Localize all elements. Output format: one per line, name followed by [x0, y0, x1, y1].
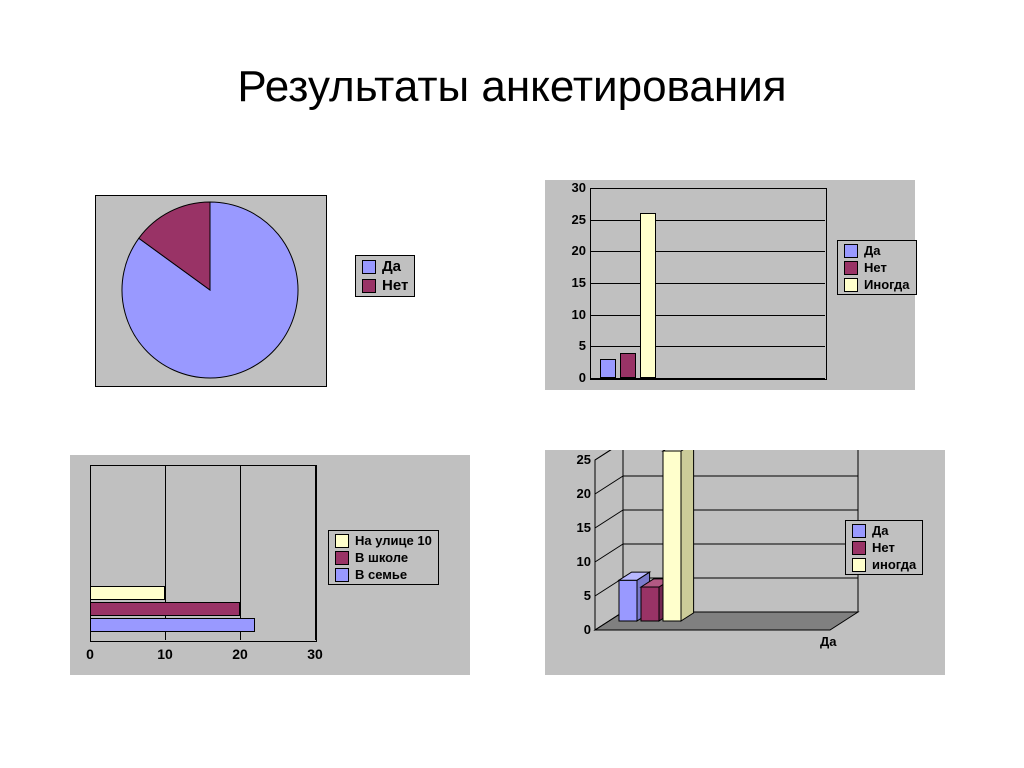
hbar-bar [90, 618, 255, 632]
x-tick-label: 30 [305, 646, 325, 662]
legend-item: Да [852, 523, 916, 538]
y-tick-label: 10 [560, 307, 586, 322]
legend-swatch [362, 279, 376, 293]
hbar-panel: 0 10 20 30 На улице 10 В школе В семье [70, 455, 470, 675]
y-tick-label: 0 [563, 622, 591, 637]
legend-label: Нет [382, 277, 408, 294]
legend-swatch [362, 260, 376, 274]
legend-label: Иногда [864, 277, 910, 292]
y-tick-label: 10 [563, 554, 591, 569]
column-bar [640, 213, 656, 378]
bar3d-side [681, 450, 694, 621]
column-bar [600, 359, 616, 378]
gridline [590, 188, 825, 189]
legend-label: иногда [872, 557, 916, 572]
bar3d-front [663, 451, 681, 621]
legend-label: Нет [864, 260, 887, 275]
gridline [590, 378, 825, 379]
legend-label: Да [382, 258, 401, 275]
legend-item: В семье [335, 567, 432, 582]
y-tick-label: 15 [563, 520, 591, 535]
legend-item: В школе [335, 550, 432, 565]
column-legend: Да Нет Иногда [837, 240, 917, 295]
column3d-category-label: Да [820, 634, 860, 649]
slide: Результаты анкетирования Да Нет 0 5 10 15 20 2… [0, 0, 1024, 768]
column-bar [620, 353, 636, 378]
legend-label: Да [864, 243, 881, 258]
legend-label: Нет [872, 540, 895, 555]
hbar-bar [90, 586, 165, 600]
legend-swatch [852, 558, 866, 572]
y-tick-label: 0 [560, 370, 586, 385]
gridline [240, 465, 241, 640]
gridline [590, 315, 825, 316]
y-tick-label: 25 [560, 212, 586, 227]
pie-legend: Да Нет [355, 255, 415, 297]
x-tick-label: 0 [80, 646, 100, 662]
legend-swatch [335, 551, 349, 565]
column3d-legend: Да Нет иногда [845, 520, 923, 575]
gridline [590, 346, 825, 347]
bar3d-front [641, 587, 659, 621]
legend-label: В семье [355, 567, 407, 582]
legend-item: иногда [852, 557, 916, 572]
legend-item: На улице 10 [335, 533, 432, 548]
legend-label: Да [872, 523, 889, 538]
y-tick-label: 20 [560, 243, 586, 258]
gridline [315, 465, 316, 640]
column3d-panel: 0 5 10 15 20 25 Да Нет иногда Да [545, 450, 945, 675]
legend-swatch [852, 541, 866, 555]
legend-swatch [844, 278, 858, 292]
legend-item: Иногда [844, 277, 910, 292]
legend-swatch [844, 244, 858, 258]
x-tick-label: 20 [230, 646, 250, 662]
y-tick-label: 20 [563, 486, 591, 501]
gridline [590, 251, 825, 252]
y-tick-label: 25 [563, 452, 591, 467]
pie-panel: ДаНет [95, 195, 325, 385]
legend-item: Нет [852, 540, 916, 555]
legend-swatch [335, 568, 349, 582]
bar3d-front [619, 580, 637, 621]
slide-title: Результаты анкетирования [0, 62, 1024, 112]
y-tick-label: 5 [563, 588, 591, 603]
y-tick-label: 30 [560, 180, 586, 195]
column-plot-area [590, 188, 827, 380]
hbar-legend: На улице 10 В школе В семье [328, 530, 439, 585]
legend-item: Нет [362, 277, 408, 294]
legend-item: Да [844, 243, 910, 258]
x-tick-label: 10 [155, 646, 175, 662]
gridline [590, 283, 825, 284]
y-tick-label: 15 [560, 275, 586, 290]
legend-item: Нет [844, 260, 910, 275]
legend-item: Да [362, 258, 408, 275]
legend-swatch [852, 524, 866, 538]
pie-chart [95, 195, 325, 385]
hbar-bar [90, 602, 240, 616]
gridline [590, 220, 825, 221]
column-panel: 0 5 10 15 20 25 30 Да Нет Иногда [545, 180, 915, 390]
legend-label: На улице 10 [355, 533, 432, 548]
legend-swatch [844, 261, 858, 275]
y-tick-label: 5 [560, 338, 586, 353]
legend-label: В школе [355, 550, 408, 565]
legend-swatch [335, 534, 349, 548]
